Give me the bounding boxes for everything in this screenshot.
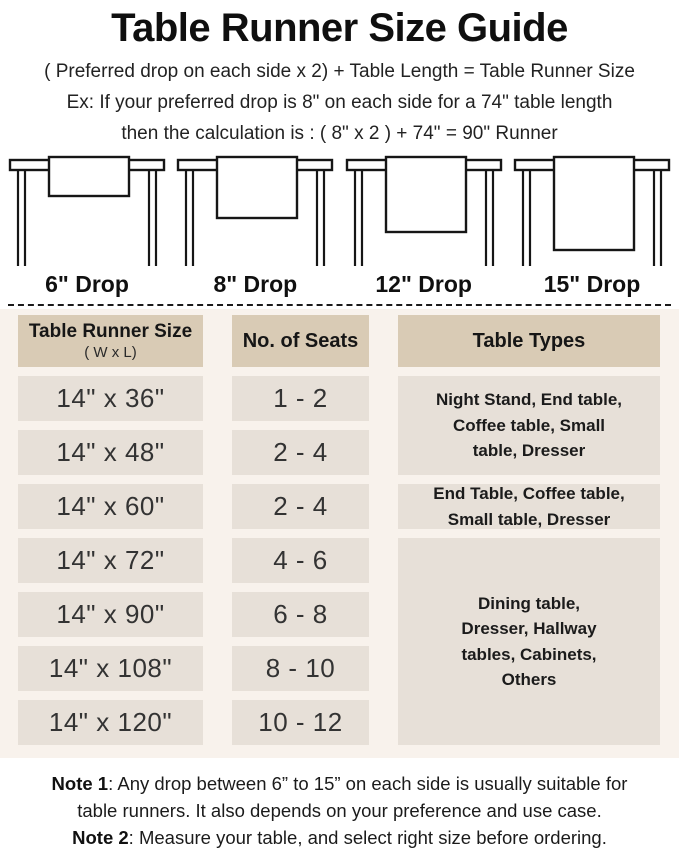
runner-size-cell: 14" x 120"	[18, 700, 203, 745]
runner-size-cell: 14" x 72"	[18, 538, 203, 583]
guide-header: Table Runner Size Guide ( Preferred drop…	[0, 0, 679, 145]
table-illustration-6in	[8, 155, 166, 266]
drop-figure-8in: 8" Drop	[174, 154, 336, 298]
drop-label: 15" Drop	[543, 271, 641, 297]
column-header-seats: No. of Seats	[232, 315, 369, 367]
runner-size-cell: 14" x 36"	[18, 376, 203, 421]
drop-label: 12" Drop	[375, 271, 472, 297]
note-1-text: : Any drop between 6” to 15” on each sid…	[77, 773, 628, 821]
seats-cell: 8 - 10	[232, 646, 369, 691]
note-2: Note 2: Measure your table, and select r…	[6, 825, 673, 851]
table-types-group-small: Night Stand, End table, Coffee table, Sm…	[398, 376, 660, 475]
column-header-seats-label: No. of Seats	[242, 329, 359, 352]
seats-cell: 6 - 8	[232, 592, 369, 637]
column-header-runner-size-title: Table Runner Size	[28, 321, 193, 342]
size-table-panel: Table Runner Size ( W x L) No. of Seats …	[0, 309, 679, 758]
runner-shape	[47, 155, 131, 198]
runner-size-cell: 14" x 108"	[18, 646, 203, 691]
drop-figure-15in: 15" Drop	[511, 154, 673, 298]
page-title: Table Runner Size Guide	[111, 6, 568, 50]
column-header-runner-size-sub: ( W x L)	[84, 344, 137, 361]
seats-cell: 4 - 6	[232, 538, 369, 583]
drop-figure-12in: 12" Drop	[343, 154, 505, 298]
table-illustration-15in	[513, 155, 671, 266]
table-illustration-12in	[345, 155, 502, 266]
formula-text: ( Preferred drop on each side x 2) + Tab…	[44, 61, 635, 82]
drop-label: 8" Drop	[213, 271, 298, 297]
size-table: Table Runner Size ( W x L) No. of Seats …	[18, 315, 660, 745]
runner-shape	[552, 155, 636, 252]
seats-cell: 2 - 4	[232, 430, 369, 475]
notes-section: Note 1: Any drop between 6” to 15” on ea…	[0, 758, 679, 851]
note-1: Note 1: Any drop between 6” to 15” on ea…	[6, 771, 673, 825]
note-2-label: Note 2	[72, 826, 129, 848]
runner-size-cell: 14" x 60"	[18, 484, 203, 529]
note-2-text: : Measure your table, and select right s…	[128, 826, 607, 848]
seats-cell: 1 - 2	[232, 376, 369, 421]
drop-figure-6in: 6" Drop	[6, 154, 168, 298]
runner-shape	[384, 155, 467, 234]
table-illustration-8in	[177, 155, 334, 266]
example-line-1: Ex: If your preferred drop is 8" on each…	[66, 92, 613, 113]
drop-label: 6" Drop	[45, 271, 129, 297]
table-types-group-medium: End Table, Coffee table, Small table, Dr…	[398, 484, 660, 529]
drop-illustrations: 6" Drop 8" Drop 12" Drop	[0, 154, 679, 298]
note-1-label: Note 1	[51, 773, 109, 794]
runner-size-cell: 14" x 90"	[18, 592, 203, 637]
runner-shape	[216, 155, 299, 220]
table-types-group-large: Dining table, Dresser, Hallway tables, C…	[398, 538, 660, 745]
seats-cell: 2 - 4	[232, 484, 369, 529]
runner-size-cell: 14" x 48"	[18, 430, 203, 475]
dashed-divider	[8, 304, 671, 306]
example-line-2: then the calculation is : ( 8" x 2 ) + 7…	[121, 123, 558, 144]
seats-cell: 10 - 12	[232, 700, 369, 745]
column-header-table-types: Table Types	[398, 315, 660, 367]
column-header-runner-size: Table Runner Size ( W x L)	[18, 315, 203, 367]
column-header-table-types-label: Table Types	[472, 329, 586, 352]
